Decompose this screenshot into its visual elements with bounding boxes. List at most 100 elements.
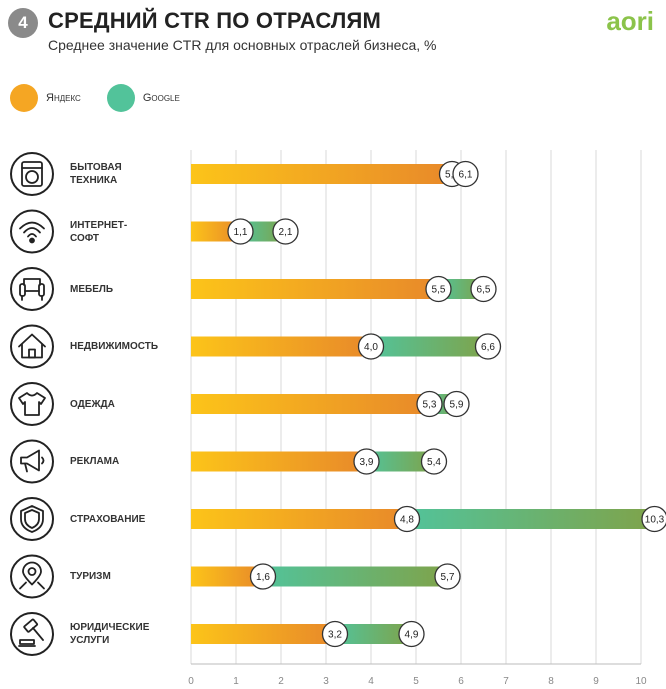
legend-item-google: Google bbox=[106, 84, 180, 112]
category-label: ОДЕЖДА bbox=[70, 398, 170, 411]
value-label-yandex-bubble bbox=[425, 275, 452, 303]
value-label-yandex: 4,0 bbox=[357, 333, 385, 360]
value-label-google-text: 5,7 bbox=[441, 572, 455, 583]
x-tick-label: 2 bbox=[278, 676, 284, 687]
armchair-icon bbox=[19, 278, 45, 301]
value-label-yandex-text: 4,0 bbox=[364, 342, 378, 353]
value-label-yandex-text: 5,3 bbox=[423, 400, 437, 411]
category-label: ИНТЕРНЕТ- СОФТ bbox=[70, 219, 170, 245]
value-label-google-text: 2,1 bbox=[279, 227, 293, 238]
house-icon bbox=[18, 333, 46, 359]
value-label-yandex-text: 5,5 bbox=[432, 285, 446, 296]
x-tick-label: 5 bbox=[413, 676, 419, 687]
value-label-google-text: 6,5 bbox=[477, 285, 491, 296]
value-label-yandex-text: 1,6 bbox=[256, 572, 270, 583]
bar-google bbox=[407, 509, 655, 529]
category-label-line: ТЕХНИКА bbox=[70, 175, 118, 186]
value-label-yandex-bubble bbox=[416, 390, 443, 418]
value-label-google: 6,6 bbox=[474, 333, 502, 360]
section-number-badge: 4 bbox=[8, 8, 38, 38]
gavel-icon bbox=[18, 618, 44, 647]
value-label-google: 4,9 bbox=[398, 620, 425, 648]
x-tick-label: 10 bbox=[635, 676, 647, 687]
value-label-google: 6,5 bbox=[470, 275, 497, 303]
value-label-google-text: 4,9 bbox=[405, 630, 419, 641]
value-label-google-text: 5,4 bbox=[427, 457, 441, 468]
category-label-line: НЕДВИЖИМОСТЬ bbox=[70, 341, 159, 352]
category-label: РЕКЛАМА bbox=[70, 455, 170, 468]
value-label-yandex: 4,8 bbox=[393, 505, 421, 533]
value-label-yandex: 3,2 bbox=[321, 620, 349, 648]
megaphone-icon bbox=[20, 449, 45, 473]
legend-swatch-yandex bbox=[10, 84, 38, 112]
x-tick-label: 3 bbox=[323, 676, 329, 687]
category-label-line: УСЛУГИ bbox=[70, 635, 110, 646]
category-icon-frame bbox=[10, 209, 54, 254]
bar-yandex bbox=[191, 624, 335, 644]
x-tick-label: 8 bbox=[548, 676, 554, 687]
category-label-line: ТУРИЗМ bbox=[70, 571, 111, 582]
category-label: ТУРИЗМ bbox=[70, 570, 170, 583]
brand-logo: aori bbox=[606, 6, 654, 36]
bar-yandex bbox=[191, 336, 371, 357]
category-icon-frame bbox=[10, 439, 54, 484]
value-label-yandex-text: 4,8 bbox=[400, 515, 414, 526]
category-label-line: БЫТОВАЯ bbox=[70, 162, 122, 173]
category-label: МЕБЕЛЬ bbox=[70, 283, 170, 296]
category-icon-frame bbox=[10, 152, 54, 196]
value-label-yandex-text: 1,1 bbox=[234, 227, 248, 238]
bar-yandex bbox=[191, 279, 439, 299]
value-label-yandex: 1,1 bbox=[227, 218, 254, 245]
value-label-google: 6,1 bbox=[452, 160, 479, 188]
category-label-line: СОФТ bbox=[70, 232, 100, 244]
legend-swatch-google bbox=[106, 84, 135, 112]
x-tick-label: 4 bbox=[368, 676, 374, 687]
bar-google bbox=[263, 566, 448, 587]
category-icon-frame bbox=[10, 497, 54, 541]
value-label-google-bubble bbox=[398, 620, 425, 648]
legend-item-yandex: Яндекс bbox=[10, 84, 81, 112]
chart-title: СРЕДНИЙ CTR ПО ОТРАСЛЯМ bbox=[48, 8, 382, 33]
value-label-google-text: 10,3 bbox=[645, 515, 665, 526]
value-label-yandex: 1,6 bbox=[249, 563, 277, 590]
value-label-google: 5,4 bbox=[420, 448, 448, 475]
value-label-google: 2,1 bbox=[272, 218, 299, 245]
bar-yandex bbox=[191, 509, 407, 529]
x-tick-label: 1 bbox=[233, 676, 239, 687]
category-label-line: РЕКЛАМА bbox=[70, 456, 120, 467]
value-label-yandex-text: 3,9 bbox=[360, 457, 374, 468]
category-icon-frame bbox=[10, 324, 54, 369]
value-label-google-text: 5,9 bbox=[450, 400, 464, 411]
value-label-yandex-bubble bbox=[249, 563, 277, 590]
value-label-yandex-bubble bbox=[227, 218, 254, 245]
bar-yandex bbox=[191, 451, 367, 472]
legend-label-yandex: Яндекс bbox=[46, 92, 81, 104]
category-label: НЕДВИЖИМОСТЬ bbox=[70, 340, 170, 353]
value-label-yandex-text: 3,2 bbox=[328, 630, 342, 641]
map-pin-icon bbox=[19, 561, 45, 590]
washing-machine-icon bbox=[21, 161, 43, 187]
value-label-google-bubble bbox=[452, 160, 479, 188]
value-label-google: 5,7 bbox=[434, 563, 461, 590]
value-label-google-bubble bbox=[474, 333, 502, 360]
category-icon-frame bbox=[10, 267, 54, 311]
bar-google bbox=[371, 336, 488, 357]
value-label-google-text: 6,1 bbox=[459, 170, 473, 181]
value-label-yandex-bubble bbox=[357, 333, 385, 360]
value-label-google-bubble bbox=[443, 390, 470, 418]
value-label-yandex-text: 5,8 bbox=[445, 170, 459, 181]
category-label-line: ИНТЕРНЕТ- bbox=[70, 219, 128, 231]
value-label-yandex: 5,3 bbox=[416, 390, 443, 418]
value-label-yandex: 3,9 bbox=[353, 448, 380, 475]
x-tick-label: 0 bbox=[188, 676, 194, 687]
wifi-icon bbox=[19, 221, 45, 244]
bar-google bbox=[335, 624, 412, 644]
value-label-yandex: 5,5 bbox=[425, 275, 452, 303]
category-label: ЮРИДИЧЕСКИЕ УСЛУГИ bbox=[70, 621, 170, 647]
x-tick-label: 7 bbox=[503, 676, 509, 687]
x-tick-label: 9 bbox=[593, 676, 599, 687]
category-label-line: СТРАХОВАНИЕ bbox=[70, 513, 146, 525]
legend-label-google: Google bbox=[142, 92, 180, 104]
chart-subtitle: Среднее значение CTR для основных отрасл… bbox=[48, 37, 437, 53]
